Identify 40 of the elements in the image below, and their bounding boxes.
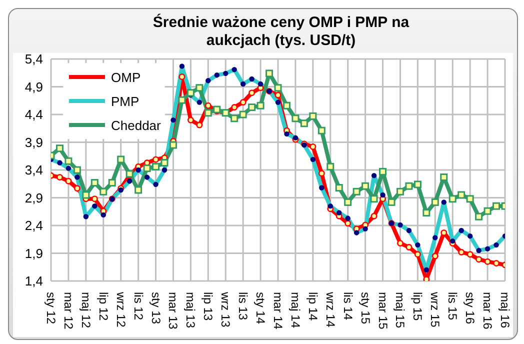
y-tick-label: 2,9: [24, 190, 43, 206]
x-tick-label: sty 12: [44, 292, 58, 324]
y-tick-label: 1,9: [24, 246, 43, 261]
x-tick-label: lis 12: [131, 292, 146, 320]
y-tick-label: 4,9: [24, 79, 43, 94]
x-tick-label: wrz 14: [323, 291, 338, 328]
x-tick-label: mar 14: [271, 292, 285, 330]
x-tick-label: lip 14: [306, 292, 320, 322]
x-tick-label: mar 12: [61, 292, 76, 330]
x-tick-label: maj 12: [78, 292, 93, 328]
x-tick-label: lis 14: [340, 292, 355, 320]
y-tick-label: 1,4: [24, 274, 43, 289]
x-tick-label: sty 14: [254, 292, 268, 324]
x-tick-label: maj 13: [184, 292, 198, 328]
x-tick-label: sty 13: [148, 292, 163, 324]
legend-label: OMP: [111, 70, 141, 84]
y-tick-label: 4,4: [24, 107, 43, 122]
y-tick-label: 3,4: [24, 162, 43, 178]
chart-title: Średnie ważone ceny OMP i PMP na aukcjach (tys. USD/t): [152, 14, 410, 50]
x-tick-label: lis 13: [236, 292, 250, 320]
x-tick-label: maj 16: [498, 292, 512, 328]
y-tick-label: 3,9: [24, 134, 43, 150]
x-tick-label: lip 12: [96, 292, 110, 322]
x-tick-label: lip 15: [410, 292, 425, 322]
x-tick-label: wrz 13: [218, 291, 233, 328]
x-tick-label: wrz 15: [428, 291, 442, 328]
y-tick-label: 2,4: [24, 218, 43, 234]
x-tick-label: maj 15: [393, 292, 408, 328]
x-tick-label: mar 16: [480, 292, 495, 330]
x-tick-label: mar 15: [376, 292, 390, 330]
x-tick-label: maj 14: [288, 292, 302, 328]
x-tick-label: sty 16: [463, 292, 478, 324]
x-tick-label: lip 13: [201, 292, 216, 322]
y-tick-label: 5,4: [24, 52, 43, 67]
x-tick-label: wrz 12: [114, 291, 128, 328]
x-tick-label: sty 15: [358, 292, 372, 324]
x-tick-label: mar 13: [166, 292, 180, 330]
x-tick-label: lis 15: [446, 292, 460, 320]
legend-label: Cheddar: [111, 118, 161, 132]
legend-label: PMP: [111, 94, 140, 108]
